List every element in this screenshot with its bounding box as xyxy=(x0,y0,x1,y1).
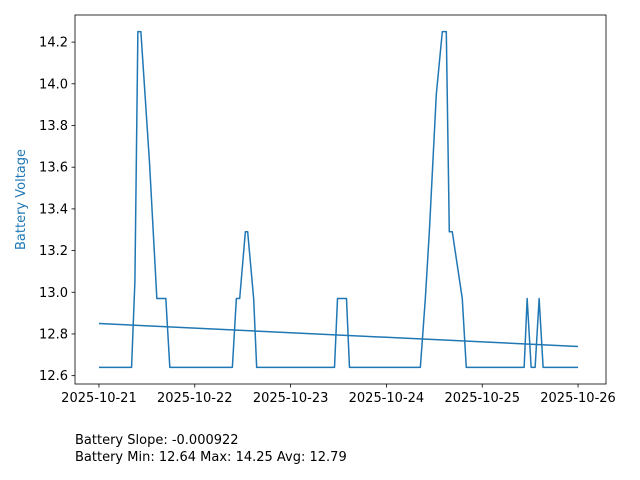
y-axis-title: Battery Voltage xyxy=(14,149,29,250)
voltage-series-line xyxy=(98,30,579,369)
stats-slope: Battery Slope: -0.000922 xyxy=(75,433,239,448)
y-tick-label: 13.8 xyxy=(39,119,68,134)
y-tick-label: 14.0 xyxy=(39,77,68,92)
x-tick-label: 2025-10-25 xyxy=(444,391,520,406)
stats-min-max-avg: Battery Min: 12.64 Max: 14.25 Avg: 12.79 xyxy=(75,450,347,465)
x-tick-label: 2025-10-24 xyxy=(349,391,425,406)
y-tick-label: 13.0 xyxy=(39,286,68,301)
y-tick-label: 12.8 xyxy=(39,327,68,342)
y-tick-label: 13.6 xyxy=(39,161,68,176)
y-tick-label: 14.2 xyxy=(39,36,68,51)
x-tick-label: 2025-10-23 xyxy=(253,391,329,406)
trend-line xyxy=(98,322,579,348)
x-tick-label: 2025-10-26 xyxy=(540,391,616,406)
y-tick-label: 13.2 xyxy=(39,244,68,259)
x-tick-label: 2025-10-21 xyxy=(61,391,137,406)
y-tick-label: 13.4 xyxy=(39,202,68,217)
y-tick-label: 12.6 xyxy=(39,369,68,384)
x-tick-label: 2025-10-22 xyxy=(157,391,233,406)
plot-frame xyxy=(74,14,607,385)
